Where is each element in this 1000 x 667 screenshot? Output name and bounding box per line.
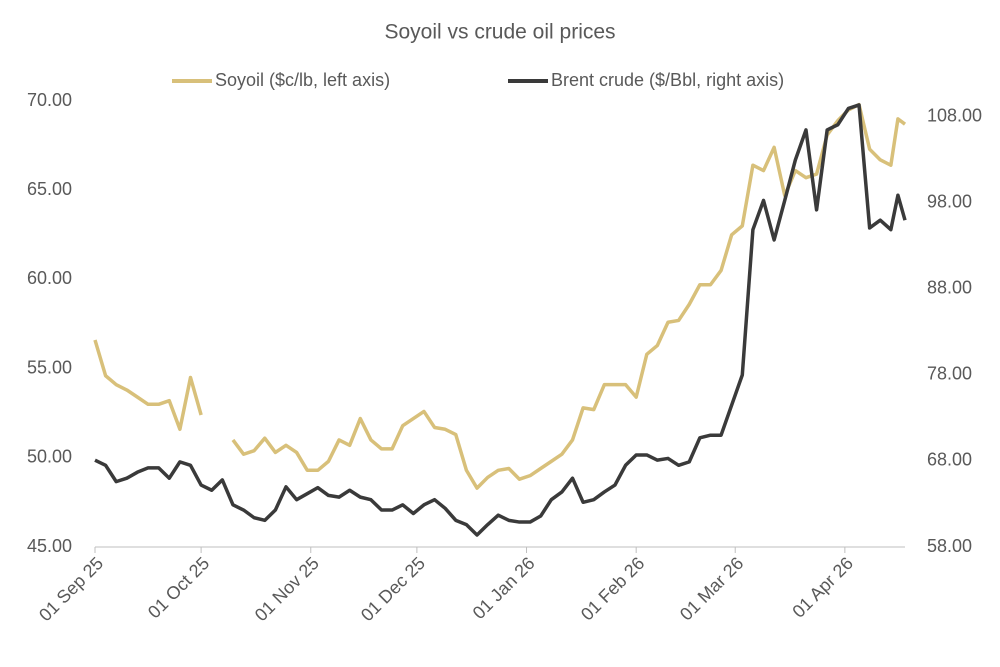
y-tick-label: 50.00 [27, 447, 72, 467]
y-tick-label: 65.00 [27, 179, 72, 199]
y-tick-label: 55.00 [27, 357, 72, 377]
legend-label: Soyoil ($c/lb, left axis) [215, 70, 390, 90]
series-line [93, 102, 907, 490]
chart-title: Soyoil vs crude oil prices [384, 21, 615, 44]
y2-tick-label: 58.00 [927, 536, 972, 556]
y-tick-label: 60.00 [27, 268, 72, 288]
series-line [94, 103, 907, 537]
y2-tick-label: 98.00 [927, 192, 972, 212]
y2-tick-label: 88.00 [927, 278, 972, 298]
y-tick-label: 45.00 [27, 536, 72, 556]
legend-label: Brent crude ($/Bbl, right axis) [551, 70, 784, 90]
y2-tick-label: 108.00 [927, 106, 982, 126]
y2-tick-label: 78.00 [927, 364, 972, 384]
y2-tick-label: 68.00 [927, 450, 972, 470]
y-tick-label: 70.00 [27, 90, 72, 110]
